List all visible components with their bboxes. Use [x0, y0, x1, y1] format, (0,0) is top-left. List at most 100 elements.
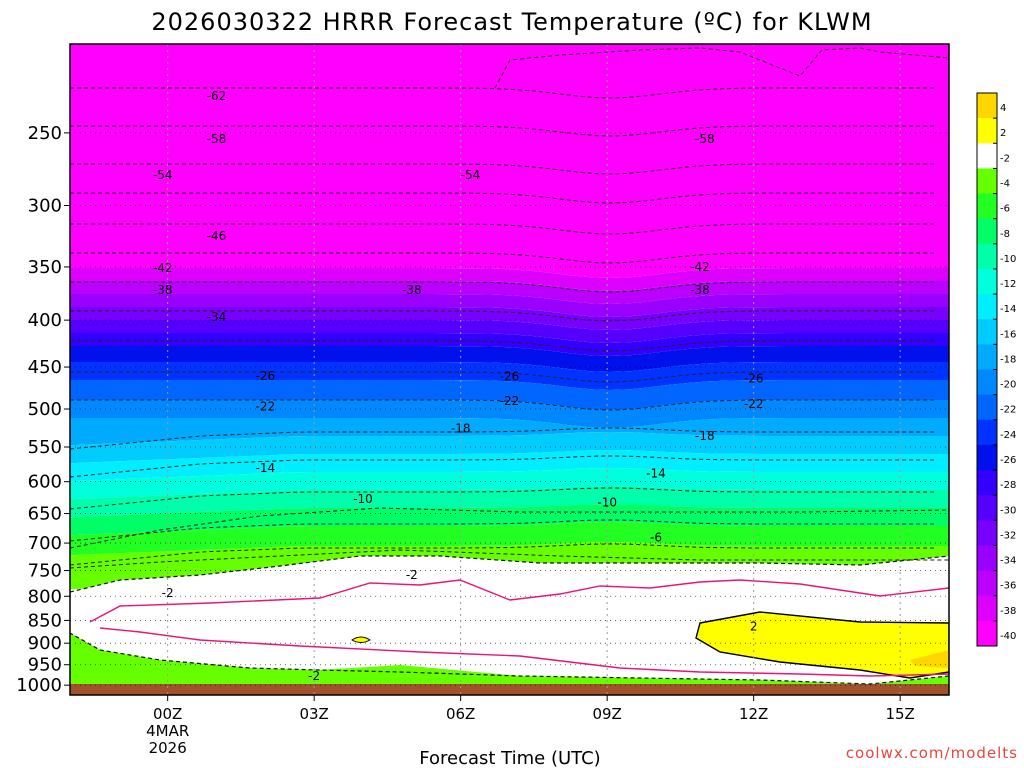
temp-band-14 [70, 468, 949, 500]
contour-label-12: -26 [256, 369, 276, 383]
isotherm-9 [70, 371, 934, 383]
zero-isotherm-lower [99, 627, 949, 677]
zero-isotherm-upper [89, 579, 949, 623]
contour-label-22: -10 [353, 492, 373, 506]
contour-label-13: -26 [500, 370, 520, 384]
temp-band-0 [70, 44, 949, 278]
contour-label-26: -2 [162, 586, 174, 600]
colorbar-label-20: -38 [1000, 606, 1016, 617]
colorbar-swatch-7 [977, 268, 997, 295]
colorbar-swatch-1 [977, 118, 997, 144]
contour-label-4: -54 [461, 168, 481, 182]
colorbar-swatch-3 [977, 168, 997, 195]
temp-band-6 [70, 333, 949, 356]
temp-band-2 [70, 281, 949, 304]
colorbar-label-4: -6 [1000, 204, 1010, 215]
colorbar-label-6: -10 [1000, 254, 1016, 265]
colorbar-swatch-15 [977, 470, 997, 496]
contour-label-3: -54 [153, 168, 173, 182]
contour-label-6: -42 [153, 261, 173, 275]
x-tick-label-03Z: 03Z [299, 705, 328, 723]
contour-label-7: -42 [690, 260, 710, 274]
colorbar-label-15: -28 [1000, 480, 1016, 491]
isotherm-5 [70, 252, 934, 264]
x-tick-date: 4MAR [146, 722, 189, 740]
temp-band-16 [70, 504, 949, 536]
temp-band-13 [70, 450, 949, 482]
contour-label-11: -34 [207, 310, 227, 324]
contour-label-28: -2 [308, 669, 320, 683]
colorbar-label-21: -40 [1000, 631, 1016, 642]
colorbar-swatch-5 [977, 218, 997, 245]
y-tick-label-250: 250 [28, 123, 62, 144]
temp-band-17 [70, 522, 949, 556]
contour-label-8: -38 [153, 283, 173, 297]
x-tick-label-06Z: 06Z [446, 705, 475, 723]
y-tick-label-600: 600 [28, 472, 62, 493]
temp-band-10 [70, 400, 949, 428]
temp-band-3 [70, 294, 949, 317]
y-tick-label-400: 400 [28, 310, 62, 331]
colorbar-label-3: -4 [1000, 178, 1010, 189]
colorbar-label-7: -12 [1000, 279, 1016, 290]
colorbar-swatch-13 [977, 419, 997, 446]
colorbar-swatch-18 [977, 545, 997, 572]
colorbar-label-2: -2 [1000, 153, 1010, 164]
isotherm-10 [70, 399, 934, 411]
colorbar-swatch-4 [977, 193, 997, 220]
contour-label-9: -38 [402, 283, 422, 297]
temp-band-4 [70, 307, 949, 330]
colorbar-label-0: 4 [1000, 103, 1006, 114]
colorbar-swatch-21 [977, 620, 997, 647]
colorbar-swatch-16 [977, 495, 997, 521]
x-axis-label: Forecast Time (UTC) [419, 748, 600, 768]
temp-band-12 [70, 432, 949, 464]
temp-band-7 [70, 346, 949, 372]
contour-label-16: -22 [500, 394, 520, 408]
x-tick-year: 2026 [149, 739, 187, 757]
contour-label-10: -38 [690, 283, 710, 297]
temp-band-1 [70, 268, 949, 291]
colorbar-swatch-11 [977, 369, 997, 396]
contour-label-19: -18 [695, 429, 715, 443]
isotherm-3 [70, 192, 934, 204]
isotherm-0 [70, 87, 934, 99]
colorbar-label-12: -22 [1000, 405, 1016, 416]
colorbar-swatch-19 [977, 570, 997, 597]
near-surface-green [70, 633, 949, 684]
y-tick-label-850: 850 [28, 610, 62, 631]
contour-label-5: -46 [207, 229, 227, 243]
contour-label-18: -18 [451, 421, 471, 435]
y-axis: 2503003504004505005506006507007508008509… [16, 123, 70, 696]
y-tick-label-650: 650 [28, 504, 62, 525]
x-tick-label-15Z: 15Z [885, 705, 914, 723]
chart-title: 2026030322 HRRR Forecast Temperature (ºC… [151, 8, 872, 36]
grid-lines [70, 44, 949, 695]
isotherm-contours [70, 47, 949, 685]
y-tick-label-350: 350 [28, 257, 62, 278]
colorbar: 4 2 -2 -4 -6 -8 -10 -12 -14 -16 -18 -20 -22 -24 -26 -28… [976, 92, 1016, 647]
colorbar-swatch-12 [977, 394, 997, 421]
contour-label-25: -2 [406, 568, 418, 582]
warm-pocket-gold [910, 650, 949, 668]
contour-label-23: -10 [597, 495, 617, 509]
isotherm-2 [70, 163, 934, 175]
y-tick-label-550: 550 [28, 437, 62, 458]
isotherm-lower-1 [70, 507, 949, 549]
contour-label-24: -6 [650, 530, 662, 544]
contour-label-15: -22 [256, 400, 276, 414]
colorbar-label-14: -26 [1000, 455, 1016, 466]
y-tick-label-800: 800 [28, 586, 62, 607]
temp-band-15 [70, 486, 949, 518]
y-tick-label-1000: 1000 [16, 675, 62, 696]
contour-label-27: 2 [750, 619, 758, 633]
isotherm-1 [70, 125, 934, 137]
y-tick-label-450: 450 [28, 357, 62, 378]
y-tick-label-750: 750 [28, 561, 62, 582]
contour-label-0: -62 [207, 89, 227, 103]
isotherm-8 [70, 340, 934, 352]
contour-label-20: -14 [256, 461, 276, 475]
colorbar-label-17: -32 [1000, 530, 1016, 541]
isotherm-7 [70, 310, 934, 322]
